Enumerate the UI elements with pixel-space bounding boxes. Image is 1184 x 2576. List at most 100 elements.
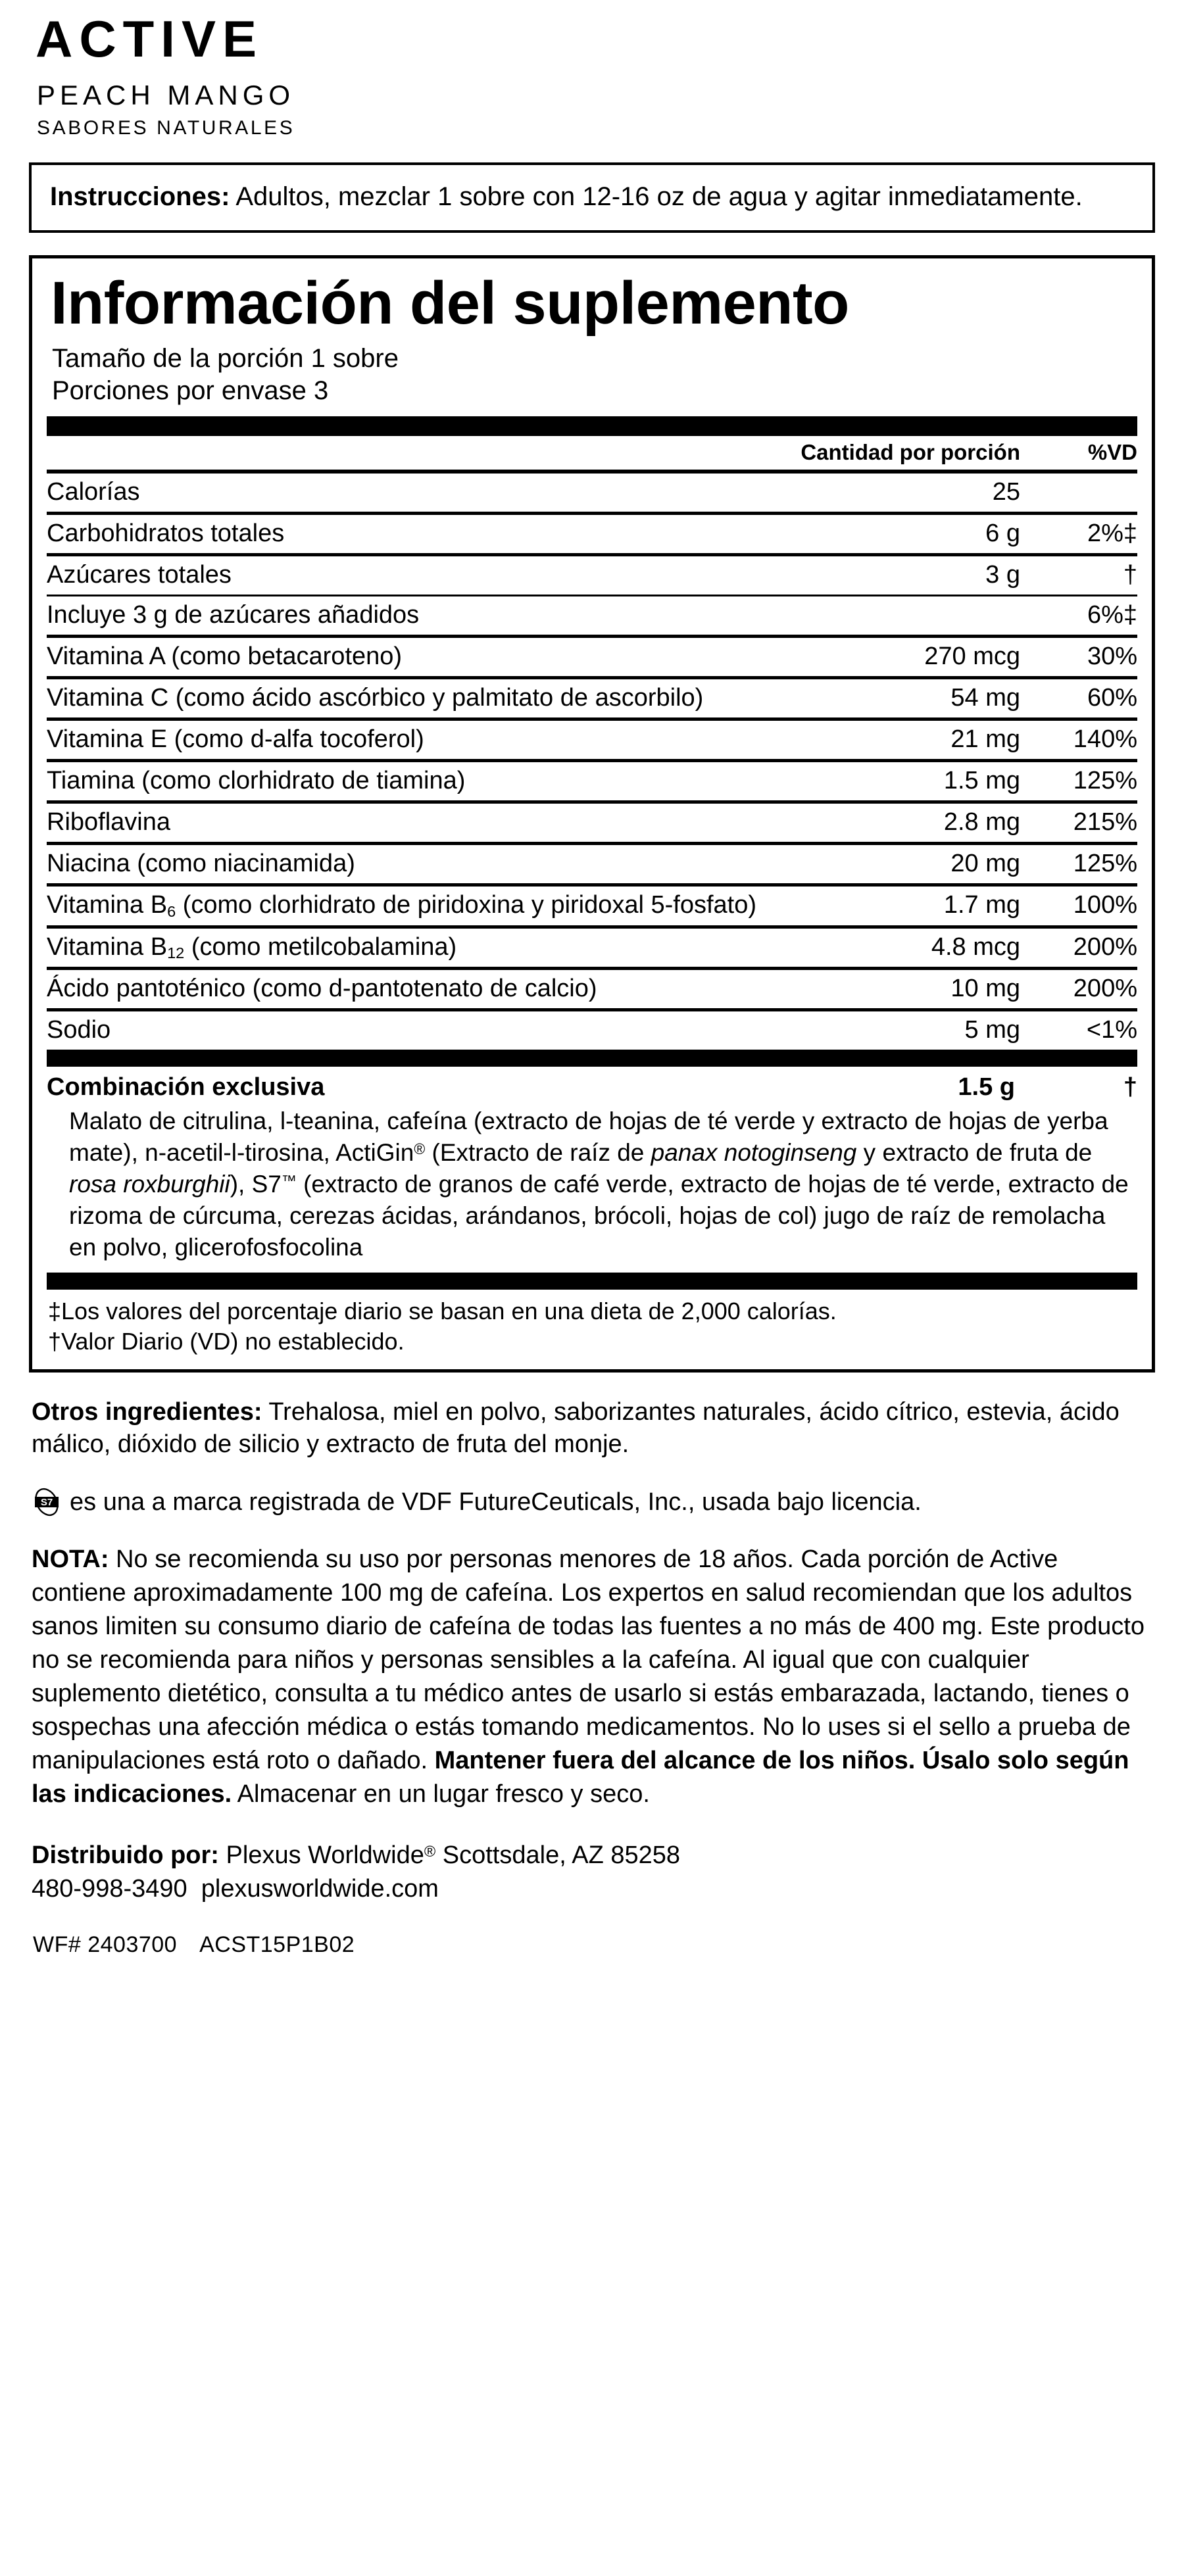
row-divider bbox=[47, 883, 1137, 887]
other-ingredients-text: Trehalosa, miel en polvo, saborizantes n… bbox=[32, 1397, 1120, 1459]
nutrient-amount: 4.8 mcg bbox=[931, 933, 1020, 961]
instructions-text: Instrucciones: Adultos, mezclar 1 sobre … bbox=[50, 180, 1134, 214]
nutrient-amount: 20 mg bbox=[950, 850, 1020, 878]
serving-size: Tamaño de la porción 1 sobre bbox=[52, 344, 399, 374]
facts-footnotes: ‡Los valores del porcentaje diario se ba… bbox=[47, 1290, 1137, 1361]
brand-name: ACTIVE bbox=[36, 10, 264, 68]
nutrient-row: Sodio 5 mg <1% bbox=[47, 1011, 1137, 1050]
svg-text:S7: S7 bbox=[41, 1497, 53, 1508]
nutrient-row: Tiamina (como clorhidrato de tiamina) 1.5… bbox=[47, 762, 1137, 800]
distributor-company: Plexus Worldwide® Scottsdale, AZ 85258 bbox=[218, 1841, 681, 1869]
distributor-block: Distribuido por: Plexus Worldwide® Scott… bbox=[32, 1839, 1152, 1906]
row-divider bbox=[47, 552, 1137, 556]
column-header-amount: Cantidad por porción bbox=[801, 439, 1020, 464]
supplement-facts-panel: Información del suplemento Tamaño de la … bbox=[29, 255, 1155, 1373]
nutrient-name: Vitamina E (como d-alfa tocoferol) bbox=[47, 725, 424, 754]
trademark-text: es una a marca registrada de VDF FutureC… bbox=[70, 1488, 922, 1516]
footnote-not-established: †Valor Diario (VD) no establecido. bbox=[48, 1327, 405, 1355]
nutrient-row: Azúcares totales 3 g † bbox=[47, 556, 1137, 595]
row-divider bbox=[47, 842, 1137, 846]
trademark-line: S7 es una a marca registrada de VDF Futu… bbox=[32, 1486, 1152, 1519]
other-ingredients-label: Otros ingredientes: bbox=[32, 1397, 262, 1426]
nutrient-row: Vitamina B12 (como metilcobalamina) 4.8 m… bbox=[47, 929, 1137, 967]
nutrient-row: Ácido pantoténico (como d-pantotenato de… bbox=[47, 970, 1137, 1008]
distributor-line: Distribuido por: Plexus Worldwide® Scott… bbox=[32, 1839, 1152, 1872]
nutrient-row: Incluye 3 g de azúcares añadidos 6%‡ bbox=[47, 596, 1137, 635]
note-label: NOTA: bbox=[32, 1545, 109, 1574]
footnote-daily-value: ‡Los valores del porcentaje diario se ba… bbox=[48, 1298, 837, 1325]
brand-flavor: PEACH MANGO bbox=[37, 79, 295, 110]
nutrient-name: Incluye 3 g de azúcares añadidos bbox=[47, 600, 420, 629]
row-divider bbox=[47, 594, 1137, 596]
nutrient-amount: 2.8 mg bbox=[943, 808, 1020, 837]
blend-name: Combinación exclusiva bbox=[47, 1073, 325, 1101]
code-line: WF# 2403700 ACST15P1B02 bbox=[33, 1932, 1152, 1958]
distributor-contact: 480-998-3490 plexusworldwide.com bbox=[32, 1872, 1152, 1906]
row-divider bbox=[47, 1008, 1137, 1011]
blend-header-row: Combinación exclusiva 1.5 g † bbox=[47, 1067, 1137, 1104]
row-divider bbox=[47, 925, 1137, 929]
nutrient-daily-value: 6%‡ bbox=[1087, 600, 1137, 629]
instructions-box: Instrucciones: Adultos, mezclar 1 sobre … bbox=[29, 162, 1155, 233]
other-ingredients: Otros ingredientes: Trehalosa, miel en p… bbox=[32, 1396, 1152, 1461]
supplement-facts-title: Información del suplemento bbox=[51, 270, 849, 337]
nutrient-daily-value: 100% bbox=[1073, 891, 1137, 919]
nutrient-row: Carbohidratos totales 6 g 2%‡ bbox=[47, 515, 1137, 553]
nutrient-amount: 21 mg bbox=[950, 725, 1020, 754]
nutrient-amount: 54 mg bbox=[950, 684, 1020, 712]
nutrient-name: Tiamina (como clorhidrato de tiamina) bbox=[47, 767, 466, 795]
nutrient-daily-value: 215% bbox=[1073, 808, 1137, 837]
row-divider bbox=[47, 676, 1137, 680]
distributor-phone[interactable]: 480-998-3490 bbox=[32, 1874, 187, 1903]
nutrient-table: Calorías 25 Carbohidratos totales 6 g 2%‡ Azú… bbox=[47, 474, 1137, 1050]
row-divider bbox=[47, 634, 1137, 638]
nutrient-amount: 3 g bbox=[985, 560, 1020, 589]
nutrient-name: Sodio bbox=[47, 1015, 111, 1044]
nutrient-name: Calorías bbox=[47, 477, 140, 506]
nutrient-name: Riboflavina bbox=[47, 808, 170, 837]
nutrient-daily-value: 30% bbox=[1087, 642, 1137, 670]
nutrient-daily-value: 125% bbox=[1073, 767, 1137, 795]
distributor-website[interactable]: plexusworldwide.com bbox=[201, 1874, 439, 1903]
brand-subtitle: SABORES NATURALES bbox=[37, 116, 295, 139]
distributor-label: Distribuido por: bbox=[32, 1841, 219, 1869]
wf-number: WF# 2403700 bbox=[33, 1932, 178, 1958]
s7-logo-icon: S7 bbox=[32, 1487, 62, 1517]
nutrient-row: Vitamina B6 (como clorhidrato de piridox… bbox=[47, 887, 1137, 925]
note-part-2: Almacenar en un lugar fresco y seco. bbox=[232, 1780, 650, 1808]
blend-ingredients: Malato de citrulina, l-teanina, cafeína … bbox=[69, 1107, 1129, 1261]
note-bold-warning: Mantener fuera del alcance de los niños.… bbox=[32, 1746, 1129, 1808]
nutrient-name: Ácido pantoténico (como d-pantotenato de… bbox=[47, 974, 597, 1002]
row-divider bbox=[47, 966, 1137, 970]
nutrient-row: Calorías 25 bbox=[47, 474, 1137, 512]
nutrient-row: Vitamina A (como betacaroteno) 270 mcg 30% bbox=[47, 638, 1137, 676]
nutrient-daily-value: 2%‡ bbox=[1087, 519, 1137, 547]
nutrient-daily-value: <1% bbox=[1086, 1015, 1137, 1044]
blend-amount: 1.5 g bbox=[958, 1073, 1015, 1101]
nutrient-name: Azúcares totales bbox=[47, 560, 232, 589]
nutrient-amount: 1.5 mg bbox=[943, 767, 1020, 795]
nutrient-daily-value bbox=[1020, 474, 1137, 512]
nutrient-daily-value: 125% bbox=[1073, 850, 1137, 878]
row-divider bbox=[47, 800, 1137, 804]
servings-per-container: Porciones por envase 3 bbox=[52, 376, 329, 405]
nutrient-name: Vitamina B12 (como metilcobalamina) bbox=[47, 933, 457, 961]
item-code: ACST15P1B02 bbox=[199, 1932, 355, 1958]
nutrient-amount: 1.7 mg bbox=[943, 891, 1020, 919]
note-part-1: No se recomienda su uso por personas men… bbox=[32, 1545, 1145, 1774]
nutrient-row: Niacina (como niacinamida) 20 mg 125% bbox=[47, 845, 1137, 883]
nutrient-row: Riboflavina 2.8 mg 215% bbox=[47, 804, 1137, 842]
nutrient-row: Vitamina C (como ácido ascórbico y palmi… bbox=[47, 679, 1137, 717]
divider-thick-top bbox=[47, 416, 1137, 436]
instructions-body: Adultos, mezclar 1 sobre con 12-16 oz de… bbox=[230, 182, 1083, 212]
row-divider bbox=[47, 511, 1137, 515]
divider-below-blend bbox=[47, 1273, 1137, 1290]
blend-dv: † bbox=[1123, 1073, 1137, 1101]
nutrient-daily-value: 60% bbox=[1087, 684, 1137, 712]
nutrient-name: Vitamina A (como betacaroteno) bbox=[47, 642, 403, 670]
brand-block: ACTIVE PEACH MANGO SABORES NATURALES bbox=[29, 0, 1155, 138]
nutrient-daily-value: 140% bbox=[1073, 725, 1137, 754]
nutrient-amount: 270 mcg bbox=[924, 642, 1020, 670]
nutrient-amount: 10 mg bbox=[950, 974, 1020, 1002]
